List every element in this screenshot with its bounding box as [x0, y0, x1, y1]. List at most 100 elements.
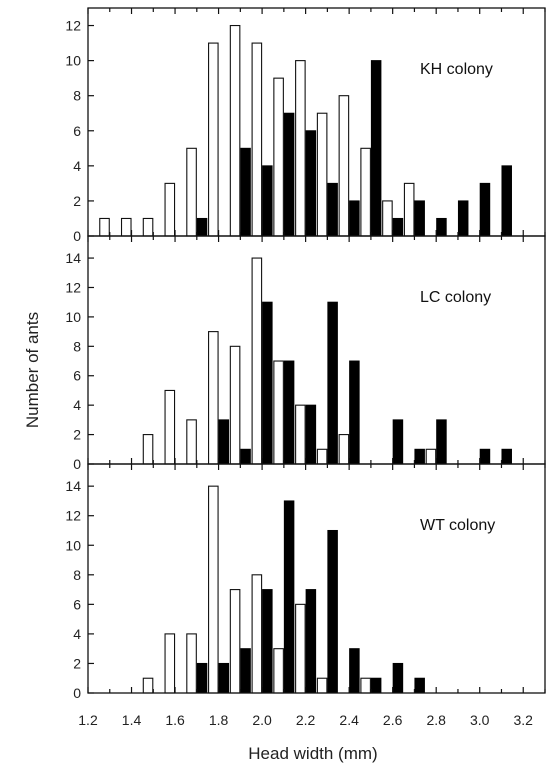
y-tick-label: 8: [73, 338, 81, 354]
panel-3: 0 2 4 6 8 10 12 14 WT colony: [65, 463, 546, 701]
bar-filled-series: [370, 60, 382, 237]
bar-filled-series: [218, 419, 230, 465]
bar-open-series: [229, 24, 241, 237]
bar-filled-series: [240, 448, 251, 465]
panel-2: 0 2 4 6 8 10 12 14 LC colony: [65, 235, 546, 472]
bar-open-series: [425, 448, 437, 465]
bar-filled-series: [283, 360, 295, 465]
bar-open-series: [208, 331, 219, 465]
x-tick-label: 2.8: [426, 712, 446, 728]
bar-filled-series: [501, 448, 512, 465]
bar-filled-series: [327, 182, 338, 237]
panel-frame: [87, 235, 546, 465]
bar-open-series: [360, 147, 371, 237]
bar-open-series: [273, 360, 284, 465]
bar-open-series: [186, 147, 197, 237]
bar-filled-series: [370, 677, 382, 694]
bar-filled-series: [327, 301, 338, 465]
bar-filled-series: [436, 419, 447, 465]
bar-open-series: [99, 217, 110, 237]
y-tick-label: 6: [73, 368, 81, 384]
bar-filled-series: [262, 165, 273, 237]
bar-filled-series: [414, 677, 425, 694]
y-axis-title: Number of ants: [23, 312, 42, 428]
bar-filled-series: [392, 217, 404, 237]
panel-frame: [87, 463, 546, 694]
panel-label: WT colony: [420, 517, 495, 534]
bar-filled-series: [414, 200, 425, 237]
bar-open-series: [338, 434, 350, 465]
y-tick-label: 4: [73, 626, 81, 642]
bar-filled-series: [305, 589, 317, 694]
bar-open-series: [208, 485, 219, 694]
panel-1: 0 2 4 6 8 10 12 KH colony: [65, 7, 546, 244]
bar-open-series: [251, 257, 263, 465]
bar-filled-series: [349, 360, 360, 465]
bar-open-series: [403, 182, 415, 237]
bar-open-series: [382, 200, 393, 237]
bar-filled-series: [283, 112, 295, 237]
bar-open-series: [338, 95, 350, 237]
bar-open-series: [120, 217, 132, 237]
bar-open-series: [251, 42, 263, 237]
x-tick-label: 2.6: [383, 712, 403, 728]
bar-filled-series: [349, 648, 360, 694]
y-tick-label: 4: [73, 158, 81, 174]
bar-open-series: [251, 574, 263, 694]
bar-filled-series: [349, 200, 360, 237]
bar-open-series: [229, 345, 241, 465]
bar-open-series: [208, 42, 219, 237]
y-tick-label: 12: [65, 508, 81, 524]
bar-filled-series: [327, 529, 338, 694]
y-tick-label: 10: [65, 53, 81, 69]
bar-open-series: [273, 648, 284, 694]
bar-filled-series: [479, 448, 491, 465]
bar-open-series: [316, 677, 328, 694]
bar-filled-series: [196, 662, 208, 694]
y-tick-label: 0: [73, 228, 81, 244]
bar-filled-series: [414, 448, 425, 465]
bar-filled-series: [218, 662, 230, 694]
x-tick-label: 3.2: [514, 712, 534, 728]
y-tick-label: 0: [73, 685, 81, 701]
y-tick-label: 12: [65, 279, 81, 295]
bar-open-series: [295, 404, 306, 465]
bar-filled-series: [305, 130, 317, 237]
bar-filled-series: [240, 147, 251, 237]
bar-open-series: [164, 633, 176, 694]
y-tick-label: 6: [73, 123, 81, 139]
bar-open-series: [142, 434, 154, 465]
bar-open-series: [229, 589, 241, 694]
y-tick-label: 10: [65, 309, 81, 325]
y-tick-label: 2: [73, 193, 81, 209]
bar-filled-series: [501, 165, 512, 237]
bar-open-series: [316, 112, 328, 237]
y-tick-label: 2: [73, 655, 81, 671]
panel-frame: [87, 7, 546, 237]
x-axis-title: Head width (mm): [248, 744, 377, 763]
x-tick-label: 1.4: [122, 712, 142, 728]
y-tick-label: 10: [65, 537, 81, 553]
x-tick-label: 1.6: [165, 712, 185, 728]
bar-open-series: [142, 217, 154, 237]
y-tick-label: 8: [73, 567, 81, 583]
bar-filled-series: [457, 200, 469, 237]
x-tick-label: 2.2: [296, 712, 316, 728]
panel-label: LC colony: [420, 289, 491, 306]
bar-open-series: [316, 448, 328, 465]
x-tick-label: 2.0: [252, 712, 272, 728]
y-tick-label: 14: [65, 478, 81, 494]
bar-filled-series: [262, 301, 273, 465]
panels-group: 0 2 4 6 8 10 12 KH colony 0 2 4 6 8 10 12 14 LC colony 0 2…: [65, 7, 546, 701]
y-tick-label: 14: [65, 250, 81, 266]
bar-open-series: [142, 677, 154, 694]
x-tick-label: 2.4: [339, 712, 359, 728]
bar-open-series: [273, 77, 284, 237]
bar-open-series: [164, 389, 176, 465]
bar-open-series: [295, 60, 306, 237]
bar-open-series: [186, 419, 197, 465]
y-tick-label: 6: [73, 596, 81, 612]
bar-filled-series: [392, 662, 404, 694]
bar-open-series: [164, 182, 176, 237]
